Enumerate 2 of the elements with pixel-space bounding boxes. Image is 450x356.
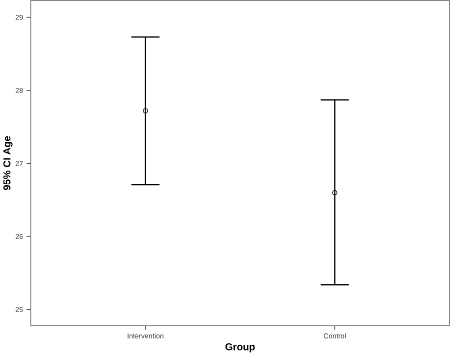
x-axis-title: Group <box>225 343 255 352</box>
y-axis-title: 95% CI Age <box>3 136 12 190</box>
